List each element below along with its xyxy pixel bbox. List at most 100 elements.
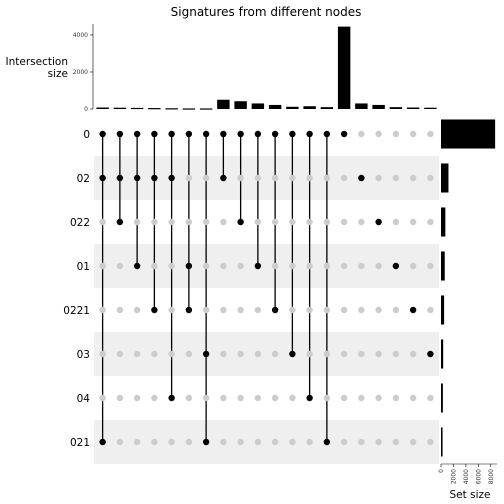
matrix-dot-inactive (375, 306, 382, 314)
matrix-dot-inactive (202, 218, 210, 226)
matrix-dot-inactive (237, 394, 244, 402)
matrix-dot-inactive (151, 394, 158, 402)
set-axis-label: Set size (450, 489, 491, 501)
matrix-dot-active (427, 350, 434, 358)
matrix-dot-active (99, 174, 106, 182)
matrix-dot-inactive (237, 262, 244, 270)
matrix-dot-inactive (323, 394, 331, 402)
matrix-dot-inactive (427, 394, 434, 402)
chart-title: Signatures from different nodes (171, 5, 362, 19)
matrix-dot-inactive (409, 394, 417, 402)
matrix-dot-inactive (271, 394, 279, 402)
matrix-dot-inactive (392, 306, 400, 314)
matrix-dot-active (133, 130, 141, 138)
matrix-dot-active (99, 438, 106, 446)
matrix-dot-inactive (185, 394, 193, 402)
matrix-dot-inactive (202, 306, 210, 314)
matrix-dot-inactive (427, 174, 434, 182)
intersection-bar (286, 106, 299, 109)
set-label: 04 (77, 393, 91, 405)
matrix-dot-inactive (306, 350, 313, 358)
matrix-dot-inactive (185, 218, 193, 226)
matrix-dot-inactive (237, 438, 244, 446)
matrix-dot-active (116, 130, 124, 138)
matrix-dot-inactive (323, 218, 331, 226)
matrix-dot-inactive (220, 306, 227, 314)
matrix-dot-active (99, 130, 106, 138)
matrix-dot-inactive (254, 350, 262, 358)
matrix-dot-inactive (392, 350, 400, 358)
matrix-dot-active (254, 262, 262, 270)
matrix-dot-inactive (358, 218, 365, 226)
matrix-dot-active (168, 394, 175, 402)
matrix-dot-inactive (392, 174, 400, 182)
matrix-dot-inactive (168, 306, 175, 314)
matrix-dot-inactive (220, 262, 227, 270)
intersection-bar (303, 106, 316, 109)
matrix-dot-inactive (254, 218, 262, 226)
intersection-bar (96, 107, 109, 109)
matrix-dot-active (185, 130, 193, 138)
matrix-dot-inactive (254, 174, 262, 182)
matrix-dot-inactive (340, 174, 348, 182)
matrix-dot-inactive (306, 218, 313, 226)
set-axis-tick-label: 8000 (488, 469, 495, 484)
matrix-dot-inactive (340, 262, 348, 270)
matrix-dot-active (358, 174, 365, 182)
matrix-dot-active (185, 306, 193, 314)
intersection-axis-tick-label: 4000 (73, 32, 88, 39)
intersection-bar (182, 108, 196, 110)
matrix-dot-inactive (289, 306, 296, 314)
matrix-dot-active (323, 438, 331, 446)
intersection-axis-tick-label: 2000 (73, 69, 88, 76)
matrix-dot-inactive (271, 218, 279, 226)
intersection-bar (148, 108, 161, 110)
matrix-dot-inactive (340, 350, 348, 358)
matrix-dot-inactive (116, 262, 124, 270)
matrix-dot-inactive (185, 438, 193, 446)
matrix-dot-inactive (220, 394, 227, 402)
matrix-dot-inactive (358, 394, 365, 402)
matrix-dot-active (271, 306, 279, 314)
matrix-dot-inactive (133, 438, 141, 446)
set-label: 03 (77, 349, 90, 361)
matrix-dot-active (220, 174, 227, 182)
row-stripes (94, 156, 439, 464)
intersection-bar (355, 103, 368, 109)
matrix-dot-active (306, 394, 313, 402)
matrix-dot-active (151, 174, 158, 182)
intersection-bar (199, 108, 213, 110)
intersection-bar (165, 108, 178, 110)
matrix-dot-active (289, 350, 296, 358)
intersection-bar (320, 107, 334, 109)
matrix-dot-inactive (271, 350, 279, 358)
matrix-dot-inactive (220, 350, 227, 358)
set-size-bar (441, 163, 449, 193)
set-size-bar (441, 295, 445, 325)
intersection-bars: 0 2000 4000 (73, 24, 437, 113)
intersection-bar (251, 103, 265, 109)
matrix-dot-inactive (254, 306, 262, 314)
matrix-dot-inactive (116, 394, 124, 402)
matrix-dot-inactive (99, 306, 106, 314)
matrix-dot-active (271, 130, 279, 138)
matrix-dot-inactive (306, 438, 313, 446)
intersection-bar (217, 99, 230, 109)
intersection-matrix (99, 130, 434, 446)
intersection-bar (372, 104, 385, 109)
matrix-dot-inactive (340, 438, 348, 446)
matrix-dot-inactive (340, 218, 348, 226)
matrix-dot-inactive (375, 394, 382, 402)
matrix-dot-active (116, 218, 124, 226)
matrix-dot-inactive (99, 394, 106, 402)
set-label: 021 (70, 437, 90, 449)
row-stripe (94, 244, 439, 288)
matrix-dot-inactive (99, 218, 106, 226)
matrix-dot-active (237, 130, 244, 138)
matrix-dot-inactive (99, 262, 106, 270)
matrix-dot-inactive (116, 350, 124, 358)
matrix-dot-inactive (392, 218, 400, 226)
set-labels: 0 02 022 01 0221 03 04 021 (63, 129, 90, 449)
matrix-dot-inactive (289, 438, 296, 446)
